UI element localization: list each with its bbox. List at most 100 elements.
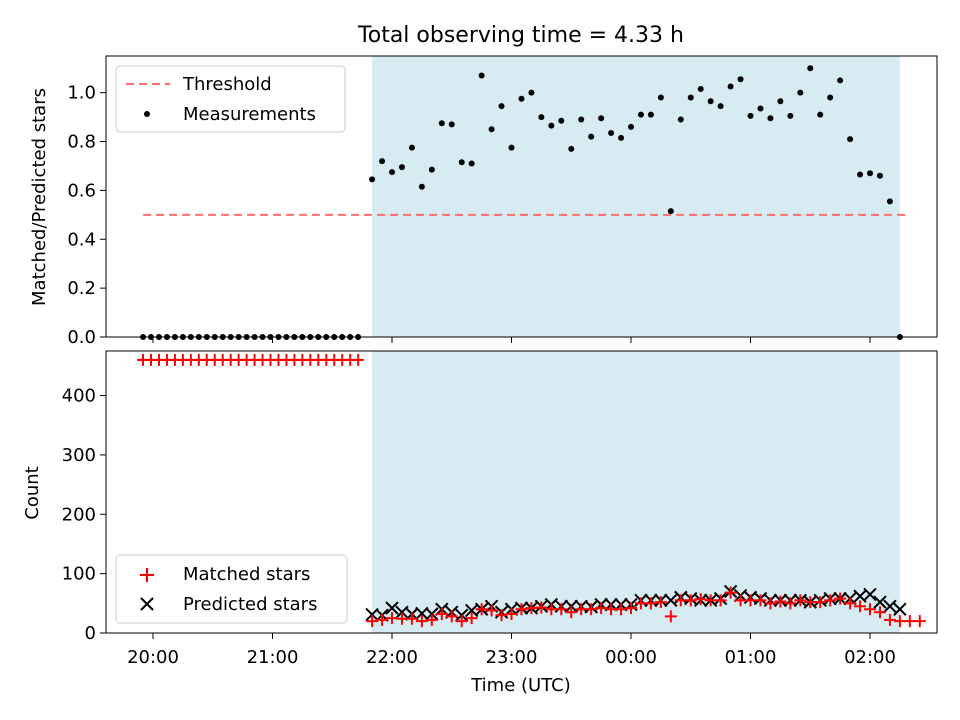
predicted-stars-point <box>385 601 399 615</box>
matched-stars-point <box>495 609 508 622</box>
count-y-tick-label: 300 <box>62 445 96 466</box>
matched-stars-point <box>535 601 548 614</box>
matched-stars-point <box>505 608 518 621</box>
ratio-y-ticks: 0.0 0.2 0.4 0.6 0.8 1.0 <box>67 83 106 348</box>
ratio-y-tick-label: 0.4 <box>67 229 96 250</box>
matched-stars-points <box>137 353 926 628</box>
count-x-tick-label: 01:00 <box>725 647 777 668</box>
measurement-point <box>488 126 495 133</box>
x-axis-label: Time (UTC) <box>470 675 571 696</box>
ratio-y-tick-label: 0.2 <box>67 278 96 299</box>
legend-predicted-label: Predicted stars <box>183 594 317 615</box>
count-x-tick-label: 21:00 <box>247 647 299 668</box>
predicted-stars-point <box>863 587 877 602</box>
count-legend-box <box>115 554 348 624</box>
matched-stars-point <box>366 615 379 628</box>
matched-stars-point <box>784 597 797 610</box>
legend-threshold-label: Threshold <box>182 74 272 95</box>
count-y-axis-label: Count <box>22 466 43 519</box>
measurement-point <box>797 89 804 96</box>
measurement-point <box>757 105 764 112</box>
measurement-point <box>578 116 585 123</box>
measurement-point <box>657 94 664 101</box>
count-x-ticks: 20:00 21:00 22:00 23:00 00:00 01:00 02:00 <box>127 633 896 668</box>
matched-stars-point <box>824 594 837 607</box>
count-plot-frame <box>105 350 938 634</box>
count-x-tick-label: 22:00 <box>366 647 418 668</box>
measurement-point <box>687 94 694 101</box>
matched-stars-point <box>714 594 727 607</box>
chart-title: Total observing time = 4.33 h <box>357 23 684 48</box>
matched-stars-point <box>352 353 365 366</box>
measurement-point <box>777 98 784 105</box>
matched-stars-point <box>774 595 787 608</box>
matched-stars-point <box>854 600 867 613</box>
matched-stars-point <box>465 612 478 625</box>
matched-stars-point <box>764 597 777 610</box>
measurement-point <box>568 145 575 152</box>
measurement-point <box>837 77 844 84</box>
measurement-point <box>598 115 605 122</box>
measurement-point <box>787 112 794 119</box>
measurement-point <box>637 111 644 118</box>
measurement-point <box>508 144 515 151</box>
measurement-point <box>886 198 893 205</box>
matched-stars-point <box>455 615 468 628</box>
count-y-tick-label: 200 <box>62 504 96 525</box>
ratio-y-tick-label: 1.0 <box>67 83 96 104</box>
ratio-y-tick-label: 0.8 <box>67 132 96 153</box>
legend-measurements-label: Measurements <box>183 104 316 125</box>
count-y-tick-label: 400 <box>62 386 96 407</box>
predicted-stars-point <box>873 595 887 609</box>
count-x-tick-label: 02:00 <box>844 647 896 668</box>
measurement-point <box>558 117 565 124</box>
measurement-point <box>538 114 545 121</box>
measurement-point <box>528 89 535 96</box>
measurement-point <box>847 136 854 143</box>
measurement-point <box>767 115 774 122</box>
ratio-x-ticks <box>152 337 871 343</box>
matched-stars-point <box>485 604 498 617</box>
matched-stars-point <box>654 596 667 609</box>
matched-stars-point <box>864 603 876 616</box>
matched-stars-point <box>684 594 697 607</box>
legend-matched-label: Matched stars <box>183 564 310 585</box>
ratio-legend-box <box>115 65 346 133</box>
measurement-point <box>647 111 654 118</box>
matched-stars-point <box>694 593 707 606</box>
measurement-point <box>438 120 445 127</box>
ratio-legend: Threshold Measurements <box>115 65 346 133</box>
matched-stars-point <box>425 613 438 626</box>
measurement-point <box>428 166 435 173</box>
matched-stars-point <box>913 615 926 628</box>
measurement-point <box>677 116 684 123</box>
measurement-point <box>379 158 386 165</box>
measurement-point <box>876 172 883 179</box>
count-x-tick-label: 20:00 <box>127 647 179 668</box>
ratio-y-tick-label: 0.0 <box>67 327 96 348</box>
matched-stars-point <box>644 597 657 610</box>
ratio-plot-frame <box>105 55 938 338</box>
measurement-point <box>707 98 714 105</box>
measurement-point <box>548 122 555 129</box>
count-legend: Matched stars Predicted stars <box>115 554 348 624</box>
measurement-point <box>717 103 724 110</box>
matched-stars-point <box>625 602 637 615</box>
matched-stars-point <box>873 606 886 619</box>
predicted-stars-point <box>883 599 897 613</box>
ratio-y-axis-label: Matched/Predicted stars <box>29 88 50 306</box>
matched-stars-point <box>565 606 578 619</box>
matched-stars-point <box>555 603 568 616</box>
matched-stars-point <box>664 610 677 623</box>
matched-stars-point <box>435 608 448 621</box>
legend-matched-swatch <box>140 568 154 582</box>
measurement-point <box>827 94 834 101</box>
matched-stars-point <box>834 592 847 605</box>
matched-stars-point <box>376 613 389 626</box>
measurement-point <box>867 170 873 177</box>
measurement-point <box>588 133 595 140</box>
measurement-point <box>418 183 425 190</box>
predicted-stars-point <box>664 593 678 608</box>
matched-stars-point <box>883 613 896 626</box>
